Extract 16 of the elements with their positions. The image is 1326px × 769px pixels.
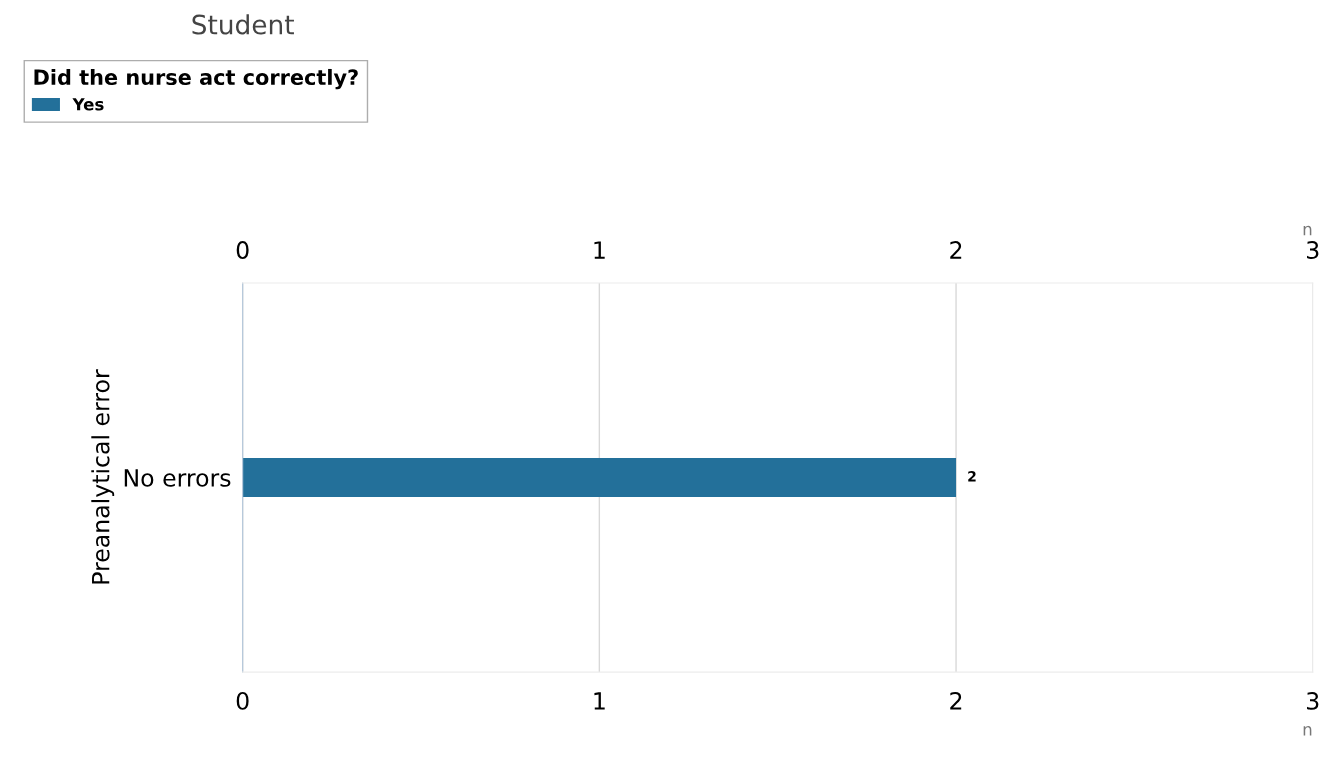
x2-tick-label: 0 (236, 241, 249, 259)
x2-tick-label: 2 (950, 241, 962, 259)
chart-title: Student (192, 14, 294, 35)
x2-tick-label: 1 (594, 241, 605, 259)
legend-label: Yes (72, 98, 104, 111)
x2-axis-title: n (1303, 225, 1312, 236)
x-tick-label: 3 (1307, 691, 1319, 710)
x2-tick-label: 3 (1307, 241, 1319, 259)
x-tick-label: 1 (594, 692, 605, 710)
legend-title: Did the nurse act correctly? (34, 68, 358, 90)
x-tick-label: 2 (950, 691, 962, 710)
x-axis-title: n (1303, 726, 1312, 736)
data-label: 2 (968, 471, 976, 482)
y-axis-title: Preanalytical error (91, 369, 115, 584)
x-tick-label: 0 (236, 691, 249, 710)
y-tick-label: No errors (124, 469, 231, 487)
